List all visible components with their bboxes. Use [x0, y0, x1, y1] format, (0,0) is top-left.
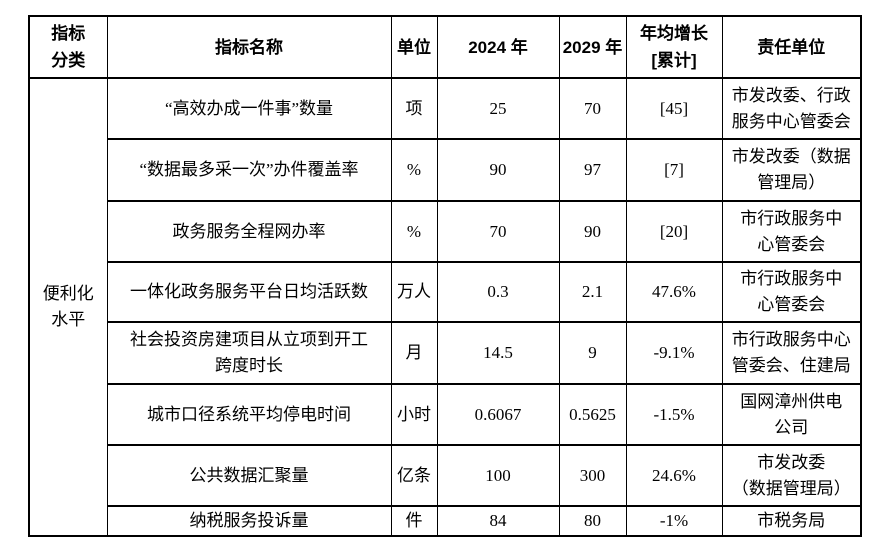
indicator-name-cell: 政务服务全程网办率: [106, 200, 392, 263]
value-2024-cell: 0.6067: [436, 383, 560, 446]
indicator-name-cell: 一体化政务服务平台日均活跃数: [106, 261, 392, 323]
unit-cell: %: [390, 200, 438, 263]
value-2029-cell: 9: [558, 321, 627, 385]
value-2029-cell: 300: [558, 444, 627, 507]
growth-cell: [45]: [625, 77, 723, 140]
value-2029-cell: 97: [558, 138, 627, 202]
responsible-unit-cell: 市发改委 （数据管理局）: [721, 444, 862, 507]
unit-cell: 月: [390, 321, 438, 385]
indicator-name-cell: 公共数据汇聚量: [106, 444, 392, 507]
unit-cell: %: [390, 138, 438, 202]
unit-cell: 件: [390, 505, 438, 537]
responsible-unit-cell: 市税务局: [721, 505, 862, 537]
header-unit: 单位: [390, 15, 438, 79]
unit-cell: 亿条: [390, 444, 438, 507]
value-2029-cell: 80: [558, 505, 627, 537]
indicator-name-cell: “数据最多采一次”办件覆盖率: [106, 138, 392, 202]
header-indicator-category: 指标 分类: [28, 15, 108, 79]
responsible-unit-cell: 市发改委（数据 管理局）: [721, 138, 862, 202]
header-2024: 2024 年: [436, 15, 560, 79]
value-2024-cell: 25: [436, 77, 560, 140]
table-row: 政务服务全程网办率 % 70 90 [20] 市行政服务中 心管委会: [29, 200, 862, 263]
table-header-row: 指标 分类 指标名称 单位 2024 年 2029 年 年均增长 [累计] 责任…: [28, 15, 862, 79]
unit-cell: 万人: [390, 261, 438, 323]
responsible-unit-cell: 市行政服务中心 管委会、住建局: [721, 321, 862, 385]
growth-cell: -9.1%: [625, 321, 723, 385]
value-2024-cell: 14.5: [436, 321, 560, 385]
value-2024-cell: 0.3: [436, 261, 560, 323]
responsible-unit-cell: 市行政服务中 心管委会: [721, 261, 862, 323]
category-group-cell: 便利化 水平: [28, 77, 108, 537]
value-2024-cell: 70: [436, 200, 560, 263]
table-row: 社会投资房建项目从立项到开工 跨度时长 月 14.5 9 -9.1% 市行政服务…: [29, 321, 862, 385]
value-2029-cell: 90: [558, 200, 627, 263]
value-2029-cell: 0.5625: [558, 383, 627, 446]
table-row: 便利化 水平 “高效办成一件事”数量 项 25 70 [45] 市发改委、行政 …: [28, 77, 862, 537]
growth-cell: 24.6%: [625, 444, 723, 507]
value-2029-cell: 2.1: [558, 261, 627, 323]
indicator-name-cell: “高效办成一件事”数量: [106, 77, 392, 140]
indicator-name-cell: 纳税服务投诉量: [106, 505, 392, 537]
header-growth: 年均增长 [累计]: [625, 15, 723, 79]
table-row: 纳税服务投诉量 件 84 80 -1% 市税务局: [29, 505, 862, 537]
growth-cell: [20]: [625, 200, 723, 263]
indicators-table: 指标 分类 指标名称 单位 2024 年 2029 年 年均增长 [累计] 责任…: [28, 15, 862, 537]
responsible-unit-cell: 市行政服务中 心管委会: [721, 200, 862, 263]
table-row: 城市口径系统平均停电时间 小时 0.6067 0.5625 -1.5% 国网漳州…: [29, 383, 862, 446]
growth-cell: 47.6%: [625, 261, 723, 323]
indicator-name-cell: 社会投资房建项目从立项到开工 跨度时长: [106, 321, 392, 385]
header-indicator-name: 指标名称: [106, 15, 392, 79]
growth-cell: -1%: [625, 505, 723, 537]
value-2024-cell: 84: [436, 505, 560, 537]
value-2024-cell: 90: [436, 138, 560, 202]
responsible-unit-cell: 国网漳州供电 公司: [721, 383, 862, 446]
table-row: 一体化政务服务平台日均活跃数 万人 0.3 2.1 47.6% 市行政服务中 心…: [29, 261, 862, 323]
growth-cell: -1.5%: [625, 383, 723, 446]
indicator-name-cell: 城市口径系统平均停电时间: [106, 383, 392, 446]
unit-cell: 小时: [390, 383, 438, 446]
header-responsible-unit: 责任单位: [721, 15, 862, 79]
unit-cell: 项: [390, 77, 438, 140]
value-2029-cell: 70: [558, 77, 627, 140]
header-2029: 2029 年: [558, 15, 627, 79]
growth-cell: [7]: [625, 138, 723, 202]
table-row: “数据最多采一次”办件覆盖率 % 90 97 [7] 市发改委（数据 管理局）: [29, 138, 862, 202]
responsible-unit-cell: 市发改委、行政 服务中心管委会: [721, 77, 862, 140]
table-row: 公共数据汇聚量 亿条 100 300 24.6% 市发改委 （数据管理局）: [29, 444, 862, 507]
value-2024-cell: 100: [436, 444, 560, 507]
